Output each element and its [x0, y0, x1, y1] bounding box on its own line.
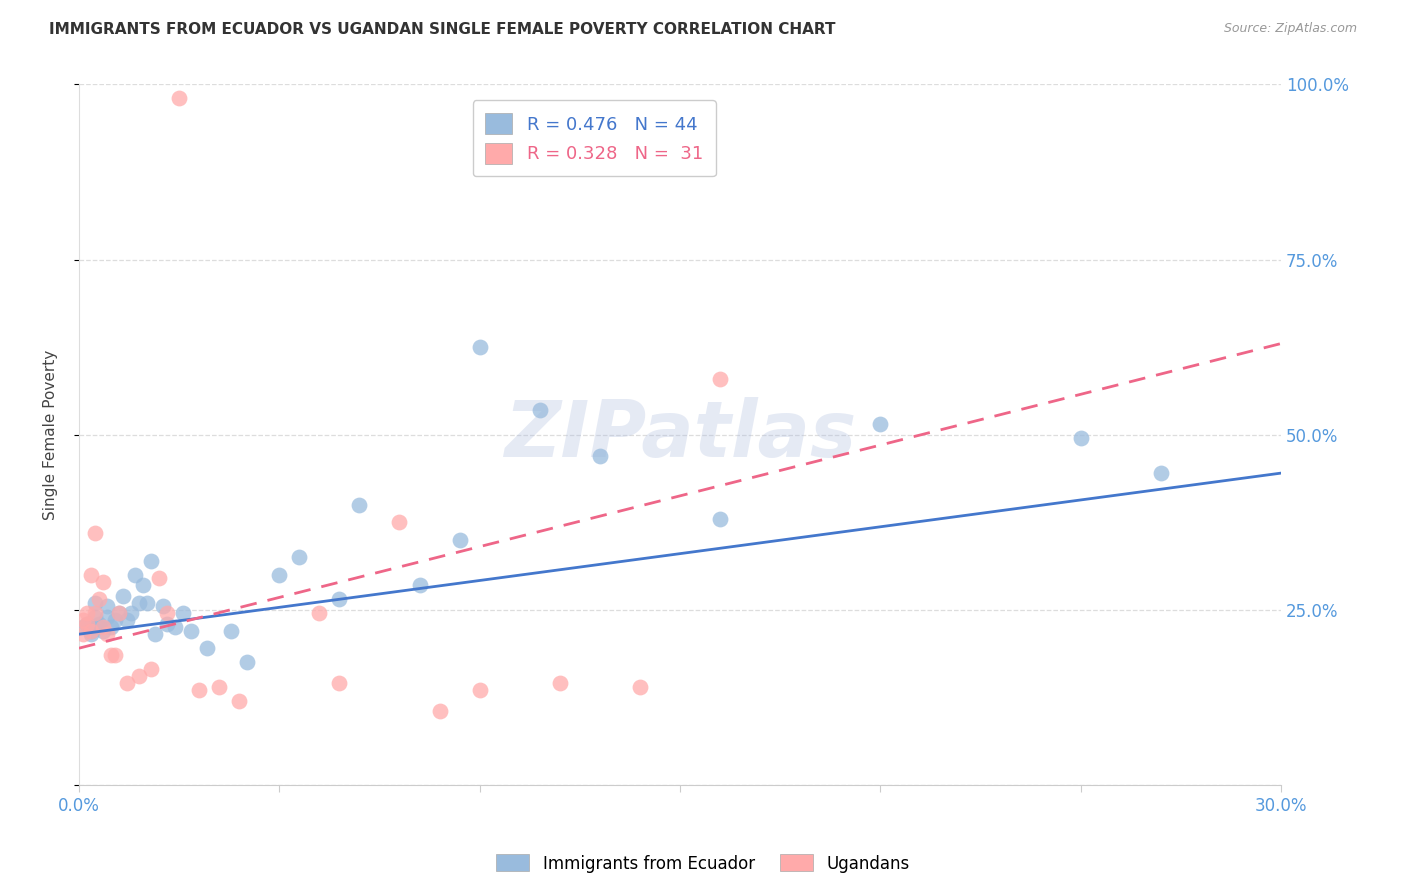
- Point: [84, 596, 107, 610]
- Point: [76, 606, 98, 620]
- Text: ZIPatlas: ZIPatlas: [503, 397, 856, 473]
- Point: [349, 498, 371, 512]
- Point: [128, 669, 150, 683]
- Point: [429, 704, 451, 718]
- Point: [91, 620, 114, 634]
- Point: [84, 606, 107, 620]
- Point: [468, 683, 491, 698]
- Point: [208, 680, 231, 694]
- Point: [136, 596, 159, 610]
- Point: [80, 624, 103, 638]
- Point: [100, 648, 122, 663]
- Point: [96, 599, 118, 614]
- Point: [180, 624, 202, 638]
- Point: [195, 641, 218, 656]
- Point: [1070, 431, 1092, 445]
- Point: [449, 533, 471, 547]
- Point: [87, 592, 110, 607]
- Y-axis label: Single Female Poverty: Single Female Poverty: [44, 350, 58, 520]
- Point: [87, 620, 110, 634]
- Point: [288, 550, 311, 565]
- Text: IMMIGRANTS FROM ECUADOR VS UGANDAN SINGLE FEMALE POVERTY CORRELATION CHART: IMMIGRANTS FROM ECUADOR VS UGANDAN SINGL…: [49, 22, 835, 37]
- Point: [76, 616, 98, 631]
- Point: [96, 627, 118, 641]
- Point: [167, 91, 190, 105]
- Point: [172, 606, 194, 620]
- Point: [308, 606, 330, 620]
- Point: [100, 620, 122, 634]
- Point: [143, 627, 166, 641]
- Point: [219, 624, 242, 638]
- Point: [156, 616, 179, 631]
- Point: [96, 609, 118, 624]
- Point: [132, 578, 155, 592]
- Point: [589, 449, 612, 463]
- Point: [388, 515, 411, 529]
- Point: [709, 371, 731, 385]
- Point: [269, 567, 291, 582]
- Point: [91, 624, 114, 638]
- Point: [139, 662, 162, 676]
- Point: [156, 606, 179, 620]
- Text: Source: ZipAtlas.com: Source: ZipAtlas.com: [1223, 22, 1357, 36]
- Point: [228, 694, 250, 708]
- Point: [468, 340, 491, 354]
- Point: [165, 620, 187, 634]
- Point: [80, 627, 103, 641]
- Point: [124, 567, 146, 582]
- Point: [72, 613, 94, 627]
- Point: [112, 589, 135, 603]
- Point: [80, 567, 103, 582]
- Point: [548, 676, 571, 690]
- Point: [869, 417, 891, 431]
- Point: [91, 574, 114, 589]
- Point: [328, 676, 350, 690]
- Point: [80, 624, 103, 638]
- Legend: R = 0.476   N = 44, R = 0.328   N =  31: R = 0.476 N = 44, R = 0.328 N = 31: [472, 101, 716, 177]
- Point: [72, 627, 94, 641]
- Point: [104, 613, 127, 627]
- Point: [148, 571, 170, 585]
- Point: [188, 683, 211, 698]
- Point: [76, 616, 98, 631]
- Point: [1150, 466, 1173, 480]
- Point: [628, 680, 651, 694]
- Point: [108, 606, 131, 620]
- Point: [115, 676, 138, 690]
- Point: [139, 554, 162, 568]
- Point: [108, 606, 131, 620]
- Point: [87, 616, 110, 631]
- Point: [529, 403, 551, 417]
- Point: [84, 525, 107, 540]
- Point: [104, 648, 127, 663]
- Point: [115, 613, 138, 627]
- Point: [120, 606, 142, 620]
- Legend: Immigrants from Ecuador, Ugandans: Immigrants from Ecuador, Ugandans: [489, 847, 917, 880]
- Point: [236, 655, 259, 669]
- Point: [84, 609, 107, 624]
- Point: [72, 620, 94, 634]
- Point: [128, 596, 150, 610]
- Point: [328, 592, 350, 607]
- Point: [408, 578, 430, 592]
- Point: [709, 511, 731, 525]
- Point: [152, 599, 174, 614]
